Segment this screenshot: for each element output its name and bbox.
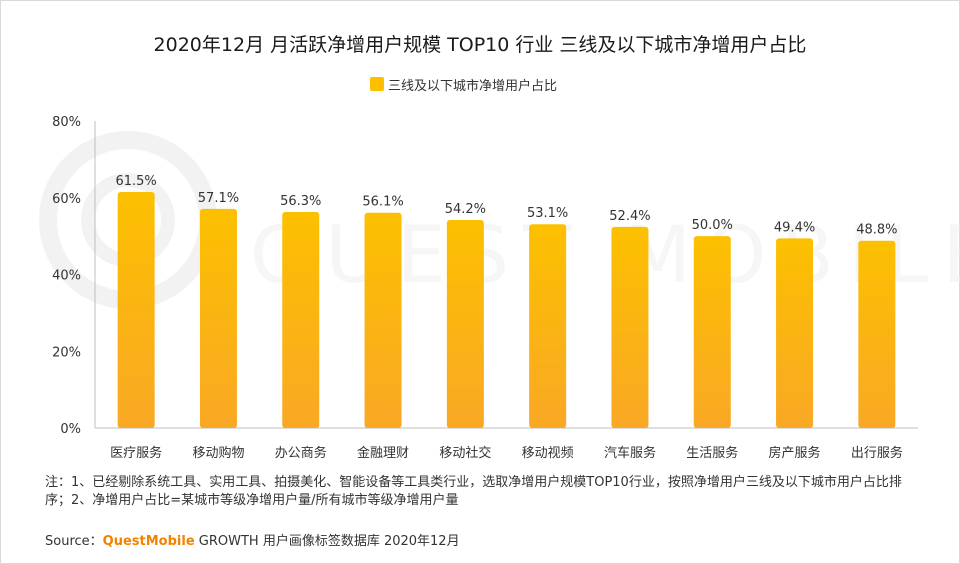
- data-label: 61.5%: [115, 174, 156, 189]
- bar-办公商务: [282, 211, 320, 428]
- bar-chart: QUEST MOBILE 61.5% 57.1% 56.3% 56.1% 54.2% 53…: [39, 115, 960, 461]
- bar-医疗服务: [117, 191, 155, 428]
- source-line: Source：QuestMobile GROWTH 用户画像标签数据库 2020…: [45, 530, 460, 549]
- y-tick-label: 60%: [52, 192, 81, 207]
- x-tick-label: 金融理财: [357, 445, 409, 461]
- bars: [117, 191, 896, 428]
- bar-金融理财: [364, 212, 402, 428]
- x-tick-label: 医疗服务: [110, 445, 162, 461]
- y-tick-labels: 0% 20% 40% 60% 80%: [52, 115, 81, 437]
- y-tick-label: 80%: [52, 115, 81, 130]
- bar-移动社交: [446, 220, 484, 428]
- bar-出行服务: [858, 240, 896, 428]
- legend: 三线及以下城市净增用户占比: [370, 75, 558, 94]
- footnote: 注：1、已经剔除系统工具、实用工具、拍摄美化、智能设备等工具类行业，选取净增用户…: [45, 475, 902, 508]
- y-tick-label: 40%: [52, 269, 81, 284]
- chart-title: 2020年12月 月活跃净增用户规模 TOP10 行业 三线及以下城市净增用户占…: [153, 34, 807, 56]
- legend-swatch: [370, 77, 384, 91]
- source-suffix: GROWTH 用户画像标签数据库 2020年12月: [194, 534, 460, 549]
- x-tick-label: 生活服务: [686, 445, 738, 461]
- bar-移动视频: [529, 224, 567, 428]
- data-label: 48.8%: [856, 223, 897, 238]
- data-label: 52.4%: [609, 209, 650, 224]
- x-tick-label: 出行服务: [851, 445, 903, 461]
- x-tick-label: 汽车服务: [604, 445, 656, 461]
- y-tick-label: 20%: [52, 345, 81, 360]
- x-tick-label: 移动社交: [439, 445, 491, 461]
- bar-房产服务: [776, 238, 814, 428]
- data-label: 56.1%: [362, 195, 403, 210]
- bar-汽车服务: [611, 226, 649, 428]
- data-label: 49.4%: [774, 220, 815, 235]
- x-tick-label: 房产服务: [769, 445, 821, 461]
- svg-text:QUEST MOBILE: QUEST MOBILE: [250, 211, 960, 301]
- data-label: 56.3%: [280, 194, 321, 209]
- x-tick-labels: 医疗服务 移动购物 办公商务 金融理财 移动社交 移动视频 汽车服务 生活服务 房产服务 出行服务: [110, 445, 903, 461]
- y-tick-label: 0%: [60, 422, 81, 437]
- x-tick-label: 移动视频: [522, 446, 574, 461]
- data-labels: 61.5% 57.1% 56.3% 56.1% 54.2% 53.1% 52.4% 50.0%…: [115, 174, 897, 238]
- legend-label: 三线及以下城市净增用户占比: [388, 78, 558, 94]
- data-label: 54.2%: [445, 202, 486, 217]
- data-label: 53.1%: [527, 206, 568, 221]
- bar-生活服务: [693, 236, 731, 428]
- data-label: 57.1%: [198, 191, 239, 206]
- x-tick-label: 办公商务: [275, 445, 327, 461]
- watermark: QUEST MOBILE: [39, 131, 960, 309]
- data-label: 50.0%: [692, 218, 733, 233]
- bar-移动购物: [199, 208, 237, 428]
- x-tick-label: 移动购物: [192, 445, 244, 461]
- source-brand: QuestMobile: [102, 534, 195, 549]
- source-prefix: Source：: [45, 534, 103, 549]
